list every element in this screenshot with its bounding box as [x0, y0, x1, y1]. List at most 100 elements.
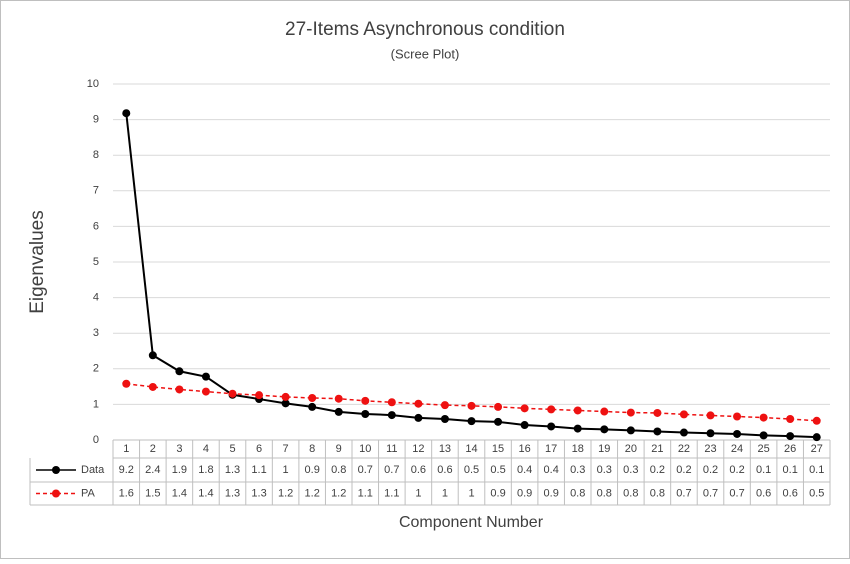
data-point	[786, 414, 795, 423]
chart-title: 27-Items Asynchronous condition	[285, 19, 565, 40]
data-point	[387, 398, 396, 407]
x-tick-label: 26	[784, 443, 796, 455]
data-point	[759, 413, 768, 422]
table-value: 0.7	[676, 487, 691, 499]
data-point	[334, 407, 343, 416]
data-point	[255, 391, 264, 400]
x-tick-label: 16	[518, 443, 530, 455]
data-point	[308, 393, 317, 402]
data-point	[626, 426, 635, 435]
data-point	[122, 379, 131, 388]
x-tick-label: 19	[598, 443, 610, 455]
x-tick-label: 12	[412, 443, 424, 455]
table-value: 9.2	[119, 464, 134, 476]
table-value: 1	[415, 487, 421, 499]
y-tick-label: 0	[93, 434, 99, 446]
x-tick-label: 6	[256, 443, 262, 455]
table-value: 0.3	[597, 464, 612, 476]
legend-marker	[52, 489, 60, 498]
x-tick-label: 27	[811, 443, 823, 455]
x-tick-label: 24	[731, 443, 743, 455]
table-value: 1.6	[119, 487, 134, 499]
table-value: 0.1	[756, 464, 771, 476]
data-point	[281, 399, 290, 408]
data-point	[626, 408, 635, 417]
data-point	[201, 372, 210, 381]
table-value: 1	[442, 487, 448, 499]
x-tick-label: 22	[678, 443, 690, 455]
x-tick-label: 1	[123, 443, 129, 455]
y-axis-label: Eigenvalues	[27, 210, 48, 314]
data-point	[308, 402, 317, 411]
data-point	[281, 392, 290, 401]
table-value: 0.7	[703, 487, 718, 499]
data-point	[600, 407, 609, 416]
table-value: 0.4	[544, 464, 559, 476]
data-point	[122, 109, 131, 118]
table-value: 1	[468, 487, 474, 499]
table-value: 1.5	[145, 487, 160, 499]
data-point	[494, 402, 503, 411]
data-point	[148, 382, 157, 391]
data-point	[679, 410, 688, 419]
table-value: 1.1	[251, 464, 266, 476]
table-value: 0.5	[464, 464, 479, 476]
table-value: 2.4	[145, 464, 160, 476]
table-value: 0.2	[650, 464, 665, 476]
x-tick-label: 8	[309, 443, 315, 455]
table-value: 0.8	[650, 487, 665, 499]
table-value: 0.5	[490, 464, 505, 476]
table-value: 0.9	[490, 487, 505, 499]
table-value: 0.7	[358, 464, 373, 476]
legend-label: Data	[81, 464, 105, 476]
x-tick-label: 10	[359, 443, 371, 455]
data-point	[467, 417, 476, 426]
data-point	[573, 424, 582, 433]
table-value: 1.4	[198, 487, 213, 499]
table-value: 0.6	[437, 464, 452, 476]
data-point	[812, 433, 821, 442]
table-value: 0.9	[544, 487, 559, 499]
table-value: 0.6	[411, 464, 426, 476]
chart-subtitle: (Scree Plot)	[391, 46, 460, 61]
data-point	[759, 431, 768, 440]
data-point	[679, 428, 688, 437]
x-tick-label: 13	[439, 443, 451, 455]
data-point	[547, 422, 556, 431]
y-tick-label: 2	[93, 363, 99, 375]
table-value: 0.8	[597, 487, 612, 499]
x-tick-label: 14	[465, 443, 477, 455]
x-tick-label: 7	[283, 443, 289, 455]
table-value: 0.9	[517, 487, 532, 499]
x-tick-label: 15	[492, 443, 504, 455]
x-axis-label: Component Number	[399, 514, 544, 531]
data-point	[547, 405, 556, 414]
data-point	[228, 389, 237, 398]
data-point	[520, 421, 529, 430]
data-point	[387, 411, 396, 420]
x-tick-label: 5	[229, 443, 235, 455]
data-point	[440, 401, 449, 410]
table-value: 0.2	[676, 464, 691, 476]
y-tick-label: 4	[93, 292, 99, 304]
table-value: 1.2	[278, 487, 293, 499]
data-point	[175, 367, 184, 376]
x-tick-label: 18	[572, 443, 584, 455]
data-point	[440, 414, 449, 423]
table-value: 0.4	[517, 464, 532, 476]
data-point	[653, 408, 662, 417]
table-value: 1.1	[384, 487, 399, 499]
data-point	[361, 396, 370, 405]
x-tick-label: 3	[176, 443, 182, 455]
table-value: 1.4	[172, 487, 187, 499]
table-value: 1.1	[358, 487, 373, 499]
x-tick-label: 23	[704, 443, 716, 455]
data-point	[706, 429, 715, 438]
table-value: 0.3	[623, 464, 638, 476]
data-point	[733, 429, 742, 438]
table-value: 0.5	[809, 487, 824, 499]
legend-marker	[52, 466, 60, 474]
table-value: 0.7	[729, 487, 744, 499]
